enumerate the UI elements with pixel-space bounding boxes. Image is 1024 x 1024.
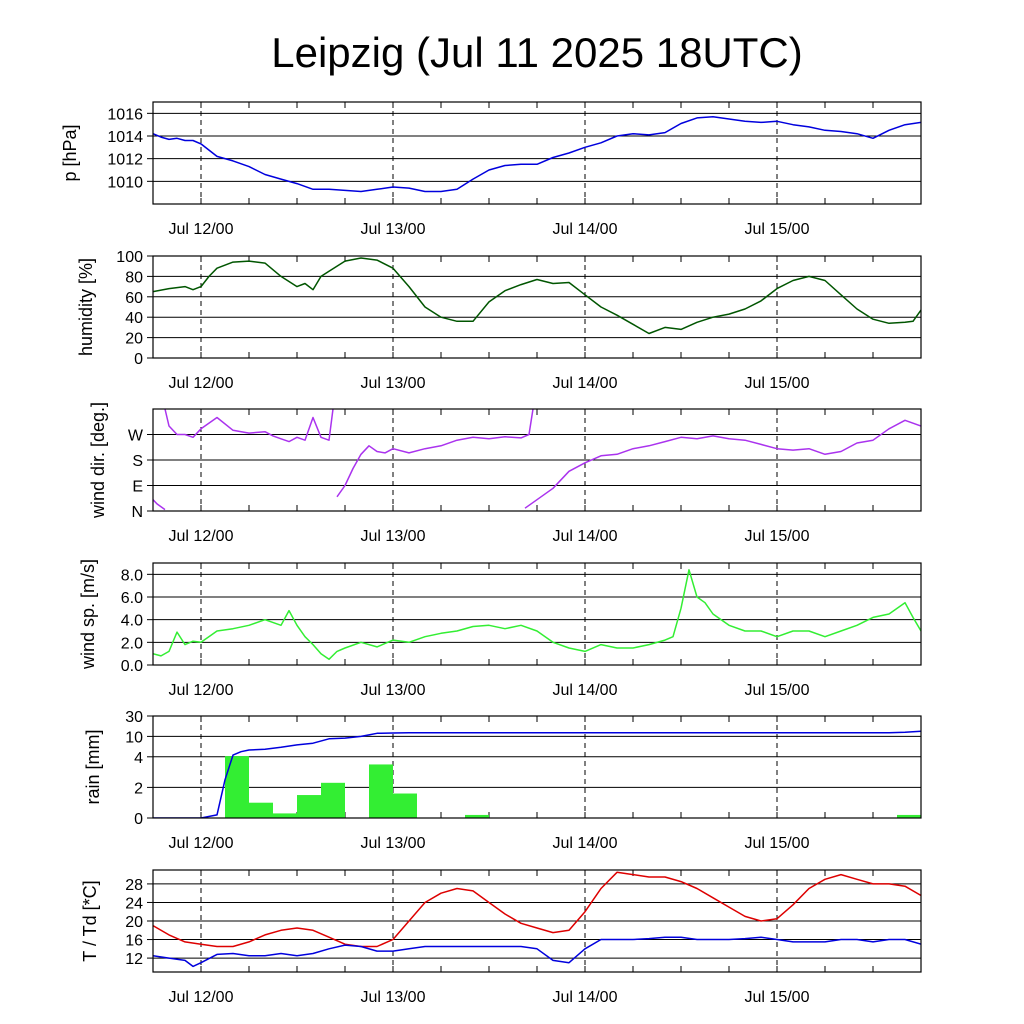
- ytick-label-humidity-0: 0: [134, 351, 143, 368]
- ytick-label-wind_direction-0: N: [131, 504, 143, 521]
- ytick-label-humidity-1: 20: [125, 331, 143, 348]
- ylabel-humidity: humidity [%]: [76, 258, 96, 356]
- ytick-label-pressure-0: 1010: [107, 174, 143, 191]
- xtick-label-humidity-3: Jul 15/00: [745, 375, 810, 392]
- ytick-label-humidity-5: 100: [116, 249, 143, 266]
- frame-wind_speed: [152, 562, 922, 666]
- xtick-label-pressure-3: Jul 15/00: [745, 221, 810, 238]
- xtick-label-wind_speed-2: Jul 14/00: [553, 682, 618, 699]
- ylabel-temperature: T / Td [*C]: [80, 880, 100, 961]
- ytick-label-pressure-3: 1016: [107, 106, 143, 123]
- ylabel-wind_direction: wind dir. [deg.]: [88, 402, 108, 519]
- ytick-label-humidity-4: 80: [125, 269, 143, 286]
- rain-bar-4: [321, 782, 345, 818]
- ylabel-rain: rain [mm]: [83, 729, 103, 804]
- series-line-wind_direction-0-1: [164, 409, 334, 443]
- xtick-label-pressure-0: Jul 12/00: [169, 221, 234, 238]
- ylabel-wind_speed: wind sp. [m/s]: [78, 559, 98, 670]
- rain-bar-5: [369, 764, 393, 818]
- ytick-label-temperature-2: 20: [125, 914, 143, 931]
- series-line-wind_speed-0-0: [153, 569, 921, 661]
- ytick-label-wind_speed-0: 0.0: [121, 658, 143, 675]
- xtick-label-wind_speed-1: Jul 13/00: [361, 682, 426, 699]
- plot-area-pressure: [153, 115, 921, 193]
- xtick-label-wind_direction-3: Jul 15/00: [745, 528, 810, 545]
- ylabel-pressure: p [hPa]: [60, 124, 80, 181]
- xtick-label-humidity-1: Jul 13/00: [361, 375, 426, 392]
- ytick-label-wind_speed-1: 2.0: [121, 635, 143, 652]
- xtick-label-temperature-3: Jul 15/00: [745, 989, 810, 1006]
- xtick-label-temperature-2: Jul 14/00: [553, 989, 618, 1006]
- ytick-label-wind_speed-3: 6.0: [121, 590, 143, 607]
- rain-bar-7: [465, 814, 489, 818]
- ytick-label-wind_speed-4: 8.0: [121, 567, 143, 584]
- chart-title: Leipzig (Jul 11 2025 18UTC): [271, 29, 803, 76]
- xtick-label-humidity-0: Jul 12/00: [169, 375, 234, 392]
- xtick-label-wind_direction-2: Jul 14/00: [553, 528, 618, 545]
- xtick-label-wind_speed-0: Jul 12/00: [169, 682, 234, 699]
- plot-area-wind_speed: [153, 569, 921, 661]
- panel-wind_speed: 0.0 2.0 4.0 6.0 8.0 wind sp. [m/s] Jul 12/00 Ju…: [78, 559, 922, 699]
- xtick-label-rain-0: Jul 12/00: [169, 835, 234, 852]
- plot-area-humidity: [153, 257, 921, 335]
- xtick-label-rain-1: Jul 13/00: [361, 835, 426, 852]
- ytick-label-temperature-0: 12: [125, 951, 143, 968]
- ytick-label-pressure-1: 1012: [107, 152, 143, 169]
- ytick-label-rain-4: 30: [125, 709, 143, 726]
- series-line-wind_direction-0-3: [524, 419, 921, 509]
- plot-area-temperature: [153, 871, 921, 968]
- plot-area-wind_direction: [153, 409, 921, 511]
- xtick-label-temperature-1: Jul 13/00: [361, 989, 426, 1006]
- series-line-wind_direction-0-0: [153, 499, 166, 511]
- xtick-label-pressure-2: Jul 14/00: [553, 221, 618, 238]
- ytick-label-temperature-3: 24: [125, 895, 143, 912]
- series-line-pressure-0-0: [153, 115, 921, 193]
- ytick-label-humidity-3: 60: [125, 290, 143, 307]
- rain-bar-2: [273, 813, 297, 818]
- series-line-rain-0-0: [153, 730, 921, 818]
- xtick-label-wind_direction-1: Jul 13/00: [361, 528, 426, 545]
- ytick-label-wind_speed-2: 4.0: [121, 613, 143, 630]
- ytick-label-wind_direction-2: S: [132, 453, 143, 470]
- ytick-label-wind_direction-3: W: [128, 428, 144, 445]
- ytick-label-rain-0: 0: [134, 811, 143, 828]
- rain-bar-3: [297, 795, 321, 818]
- plot-area-rain: [153, 730, 921, 818]
- ytick-label-humidity-2: 40: [125, 310, 143, 327]
- frame-temperature: [152, 869, 922, 973]
- xtick-label-wind_speed-3: Jul 15/00: [745, 682, 810, 699]
- series-line-humidity-0-0: [153, 257, 921, 335]
- series-line-temperature-1-0: [153, 936, 921, 968]
- ytick-label-rain-2: 4: [134, 750, 143, 767]
- xtick-label-humidity-2: Jul 14/00: [553, 375, 618, 392]
- frame-pressure: [152, 101, 922, 205]
- rain-bar-1: [249, 802, 273, 818]
- panel-pressure: 1010 1012 1014 1016 p [hPa] Jul 12/00 Jul 13/0…: [60, 101, 922, 238]
- frame-wind_direction: [152, 408, 922, 512]
- panel-humidity: 0 20 40 60 80 100 humidity [%] Jul 12/00 Jul 13/…: [76, 249, 922, 392]
- frame-rain: [152, 715, 922, 819]
- rain-bar-6: [393, 793, 417, 818]
- ytick-label-pressure-2: 1014: [107, 129, 143, 146]
- xtick-label-temperature-0: Jul 12/00: [169, 989, 234, 1006]
- series-line-wind_direction-0-2: [336, 409, 534, 498]
- xtick-label-rain-2: Jul 14/00: [553, 835, 618, 852]
- series-line-temperature-0-0: [153, 871, 921, 948]
- frame-humidity: [152, 255, 922, 359]
- ytick-label-wind_direction-1: E: [132, 479, 143, 496]
- rain-bar-0: [225, 756, 249, 818]
- ytick-label-rain-3: 10: [125, 729, 143, 746]
- panel-rain: 0 2 4 10 30 rain [mm] Jul 12/00 Jul 13/00 Jul 14…: [83, 709, 922, 852]
- rain-bar-8: [897, 814, 921, 818]
- ytick-label-temperature-4: 28: [125, 877, 143, 894]
- ytick-label-rain-1: 2: [134, 780, 143, 797]
- xtick-label-wind_direction-0: Jul 12/00: [169, 528, 234, 545]
- xtick-label-pressure-1: Jul 13/00: [361, 221, 426, 238]
- xtick-label-rain-3: Jul 15/00: [745, 835, 810, 852]
- ytick-label-temperature-1: 16: [125, 933, 143, 950]
